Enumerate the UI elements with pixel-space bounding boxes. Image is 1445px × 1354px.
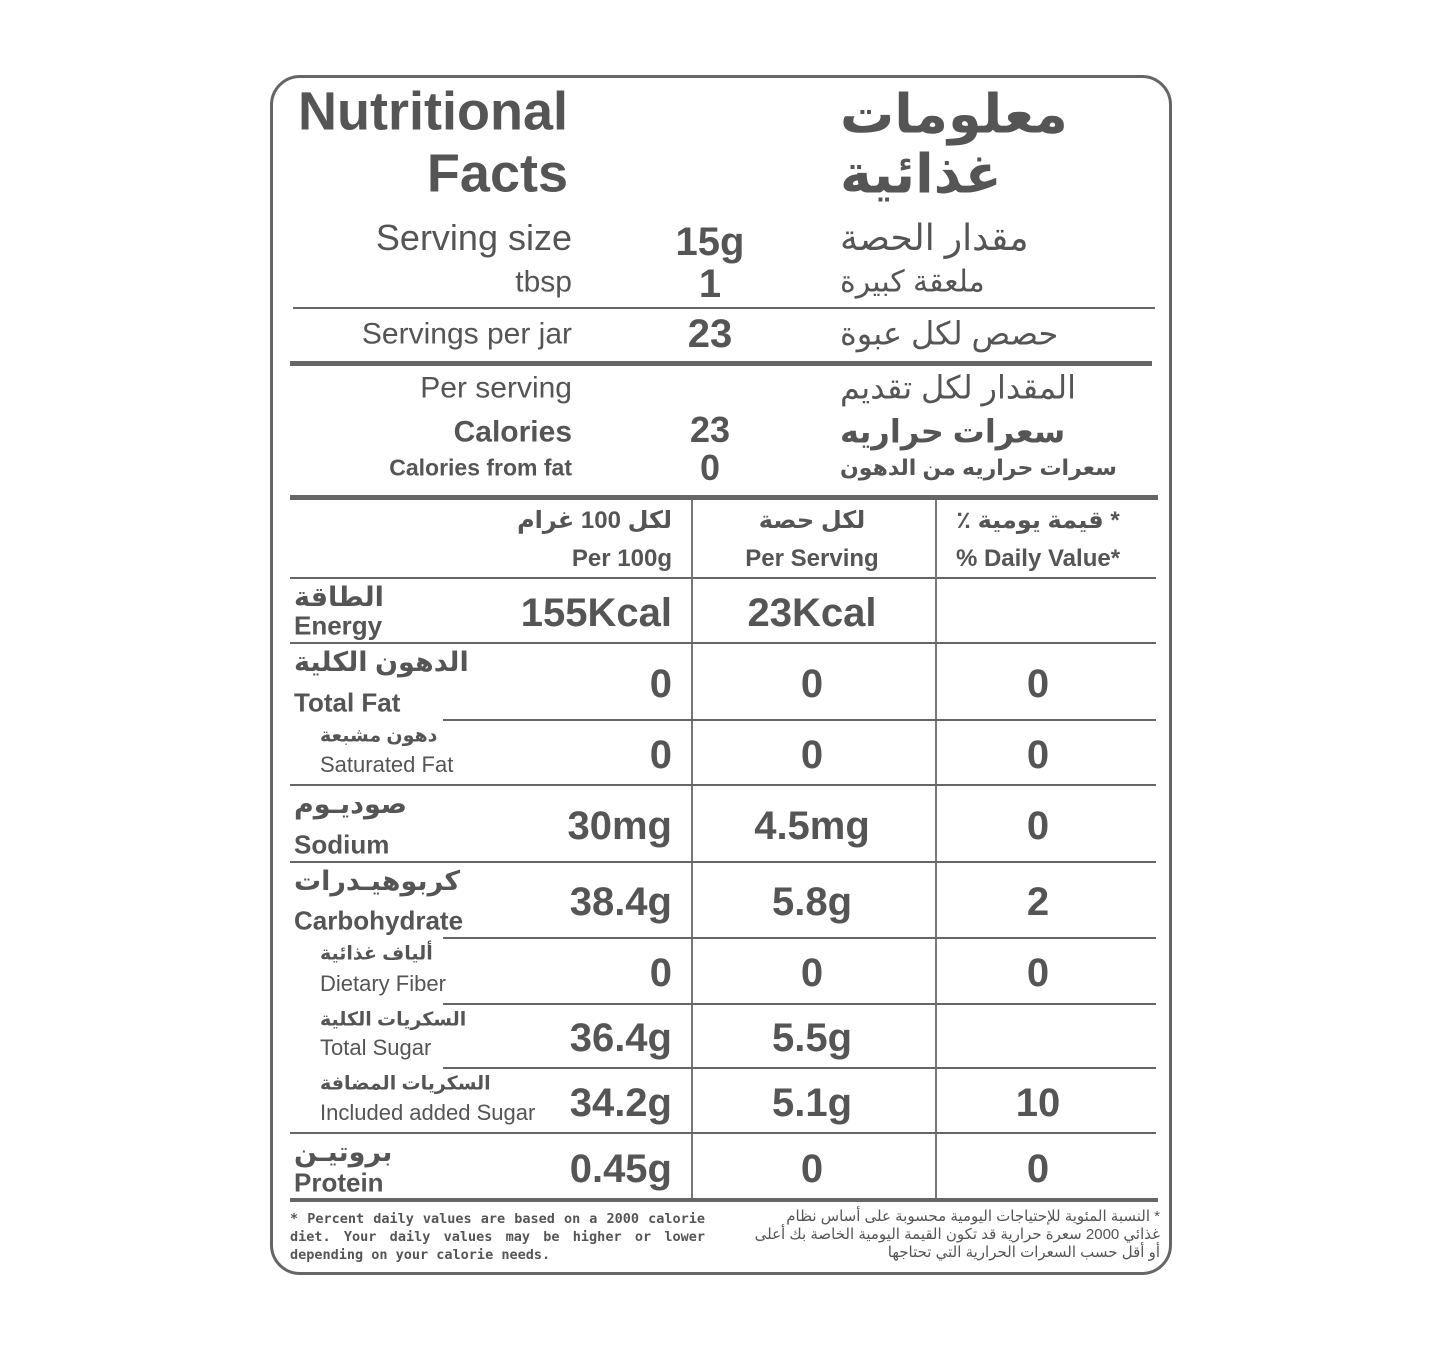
row-divider <box>290 861 1156 863</box>
row-divider <box>290 784 1156 786</box>
nutrient-value: 0 <box>1026 1146 1050 1191</box>
column-header-ar: * قيمة يومية ٪ <box>956 506 1120 534</box>
nutrient-en: Saturated Fat <box>320 751 454 777</box>
nutrient-en: Total Fat <box>294 687 401 718</box>
nutrient-value: 155Kcal <box>520 590 672 635</box>
nutrient-value: 34.2g <box>569 1080 672 1125</box>
nutrient-value: 0 <box>800 1146 824 1191</box>
nutrient-ar: الدهون الكلية <box>294 647 469 678</box>
nutrient-value: 0 <box>800 732 824 777</box>
nutrient-value: 0 <box>1026 951 1050 995</box>
nutrient-value: 5.8g <box>771 880 853 924</box>
nutrient-value: 0 <box>1026 661 1050 706</box>
nutrient-value: 4.5mg <box>754 803 870 848</box>
nutrient-value: 0 <box>1026 803 1050 848</box>
nutrient-en: Sodium <box>294 829 390 860</box>
value: 23 <box>687 312 733 356</box>
divider <box>290 577 1156 579</box>
row-divider <box>443 1067 1156 1069</box>
label-ar: سعرات حراريه <box>840 413 1066 450</box>
nutrient-value: 30mg <box>567 803 673 848</box>
title-en: Nutritional <box>298 81 568 142</box>
label-ar: ملعقة كبيرة <box>840 265 985 299</box>
nutrient-ar: الطاقة <box>294 582 384 613</box>
label-en: Serving size <box>375 217 572 259</box>
divider-thick <box>290 361 1152 366</box>
nutrient-ar: السكريات الكلية <box>320 1009 467 1031</box>
column-header-en: Per 100g <box>571 544 672 572</box>
nutrient-value: 0.45g <box>569 1146 672 1191</box>
row-divider <box>443 719 1156 721</box>
label-en: Calories from fat <box>389 454 572 481</box>
label-ar: سعرات حراريه من الدهون <box>840 454 1117 480</box>
nutrient-en: Energy <box>294 610 383 641</box>
nutrient-ar: دهون مشبعة <box>320 725 438 747</box>
footnote-en: * Percent daily values are based on a 20… <box>290 1211 705 1263</box>
label-en: Per serving <box>420 371 572 405</box>
row-divider <box>443 937 1156 939</box>
label-en: Calories <box>453 415 572 449</box>
column-header-en: Per Serving <box>745 544 879 572</box>
nutrient-ar: السكريات المضافة <box>320 1073 491 1095</box>
row-divider <box>290 642 1156 644</box>
column-header-ar: لكل حصة <box>758 506 866 534</box>
title-en: Facts <box>426 143 568 204</box>
nutrient-ar: بروتيـن <box>294 1137 393 1168</box>
label-frame <box>270 75 1172 1275</box>
footnote-ar: * النسبة المئوية للإحتياجات اليومية محسو… <box>754 1208 1160 1261</box>
nutrient-value: 0 <box>649 661 672 706</box>
nutrient-value: 0 <box>649 951 672 995</box>
title-ar: معلومات <box>840 84 1068 145</box>
value: 15g <box>675 220 745 264</box>
column-header-en: % Daily Value* <box>955 544 1121 572</box>
nutrient-ar: صوديـوم <box>294 789 407 820</box>
row-divider <box>443 1003 1156 1005</box>
divider <box>293 307 1155 309</box>
nutrient-value: 10 <box>1015 1080 1061 1125</box>
divider-thick <box>290 495 1158 500</box>
nutrient-value: 36.4g <box>569 1016 672 1060</box>
nutrient-en: Protein <box>294 1167 384 1198</box>
divider-thick <box>290 1198 1158 1202</box>
label-en: tbsp <box>515 265 572 299</box>
value: 23 <box>689 409 731 451</box>
nutrient-en: Carbohydrate <box>294 905 464 936</box>
nutrient-value: 0 <box>649 732 672 777</box>
nutrient-en: Included added Sugar <box>320 1099 536 1125</box>
label-ar: مقدار الحصة <box>840 217 1029 259</box>
title-ar: غذائية <box>840 144 1002 205</box>
nutrient-value: 5.1g <box>771 1080 853 1125</box>
nutrient-ar: كربوهيـدرات <box>294 866 461 897</box>
nutrient-en: Dietary Fiber <box>320 970 446 996</box>
nutrient-value: 0 <box>800 951 824 995</box>
label-ar: المقدار لكل تقديم <box>840 369 1076 406</box>
nutrient-value: 0 <box>1026 732 1050 777</box>
nutrient-value: 5.5g <box>771 1016 853 1060</box>
nutrient-value: 23Kcal <box>747 590 877 635</box>
nutrient-ar: ألياف غذائية <box>320 943 433 965</box>
nutrient-value: 38.4g <box>569 880 672 924</box>
nutrient-value: 0 <box>800 661 824 706</box>
label-ar: حصص لكل عبوة <box>840 315 1059 352</box>
nutrient-en: Total Sugar <box>320 1034 432 1060</box>
column-divider <box>691 500 693 1198</box>
value: 1 <box>698 262 722 306</box>
value: 0 <box>699 447 721 489</box>
row-divider <box>290 1132 1156 1134</box>
column-header-ar: لكل 100 غرام <box>517 506 672 534</box>
label-en: Servings per jar <box>361 317 572 351</box>
column-divider <box>935 500 937 1198</box>
nutrient-value: 2 <box>1026 880 1050 924</box>
